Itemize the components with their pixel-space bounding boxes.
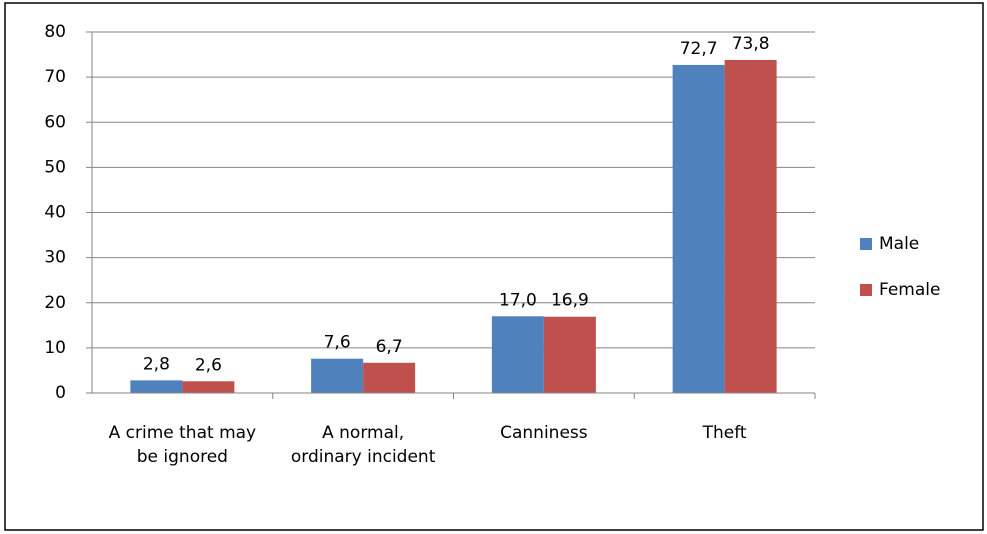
y-tick-label: 30 [44, 248, 66, 268]
x-tick-label: A normal, ordinary incident [290, 423, 436, 467]
value-label: 6,7 [376, 337, 403, 357]
y-tick-label: 70 [44, 67, 66, 87]
value-label: 17,0 [499, 290, 537, 310]
x-tick-label: Theft [702, 423, 747, 443]
value-label: 72,7 [680, 39, 718, 59]
bar [130, 380, 183, 393]
y-tick-label: 20 [44, 293, 66, 313]
legend-marker [860, 284, 872, 296]
y-tick-label: 80 [44, 22, 66, 42]
y-tick-label: 0 [55, 383, 66, 403]
legend-label: Female [879, 280, 940, 300]
bar [491, 316, 544, 393]
y-tick-label: 40 [44, 203, 66, 223]
legend-label: Male [879, 234, 919, 254]
value-label: 2,8 [143, 354, 170, 374]
value-label: 2,6 [195, 355, 222, 375]
bar [543, 316, 596, 393]
chart-border [4, 2, 984, 531]
bar [672, 64, 725, 393]
y-tick-label: 50 [44, 157, 66, 177]
bar [182, 381, 235, 393]
x-tick-label: A crime that may be ignored [108, 423, 257, 467]
x-tick-label: Canniness [500, 423, 588, 443]
bar [363, 362, 416, 393]
value-label: 7,6 [324, 333, 351, 353]
y-tick-label: 10 [44, 338, 66, 358]
y-tick-label: 60 [44, 112, 66, 132]
value-label: 16,9 [551, 291, 589, 311]
bar [724, 59, 777, 393]
bar [311, 358, 364, 393]
value-label: 73,8 [732, 34, 770, 54]
legend-marker [860, 238, 872, 250]
